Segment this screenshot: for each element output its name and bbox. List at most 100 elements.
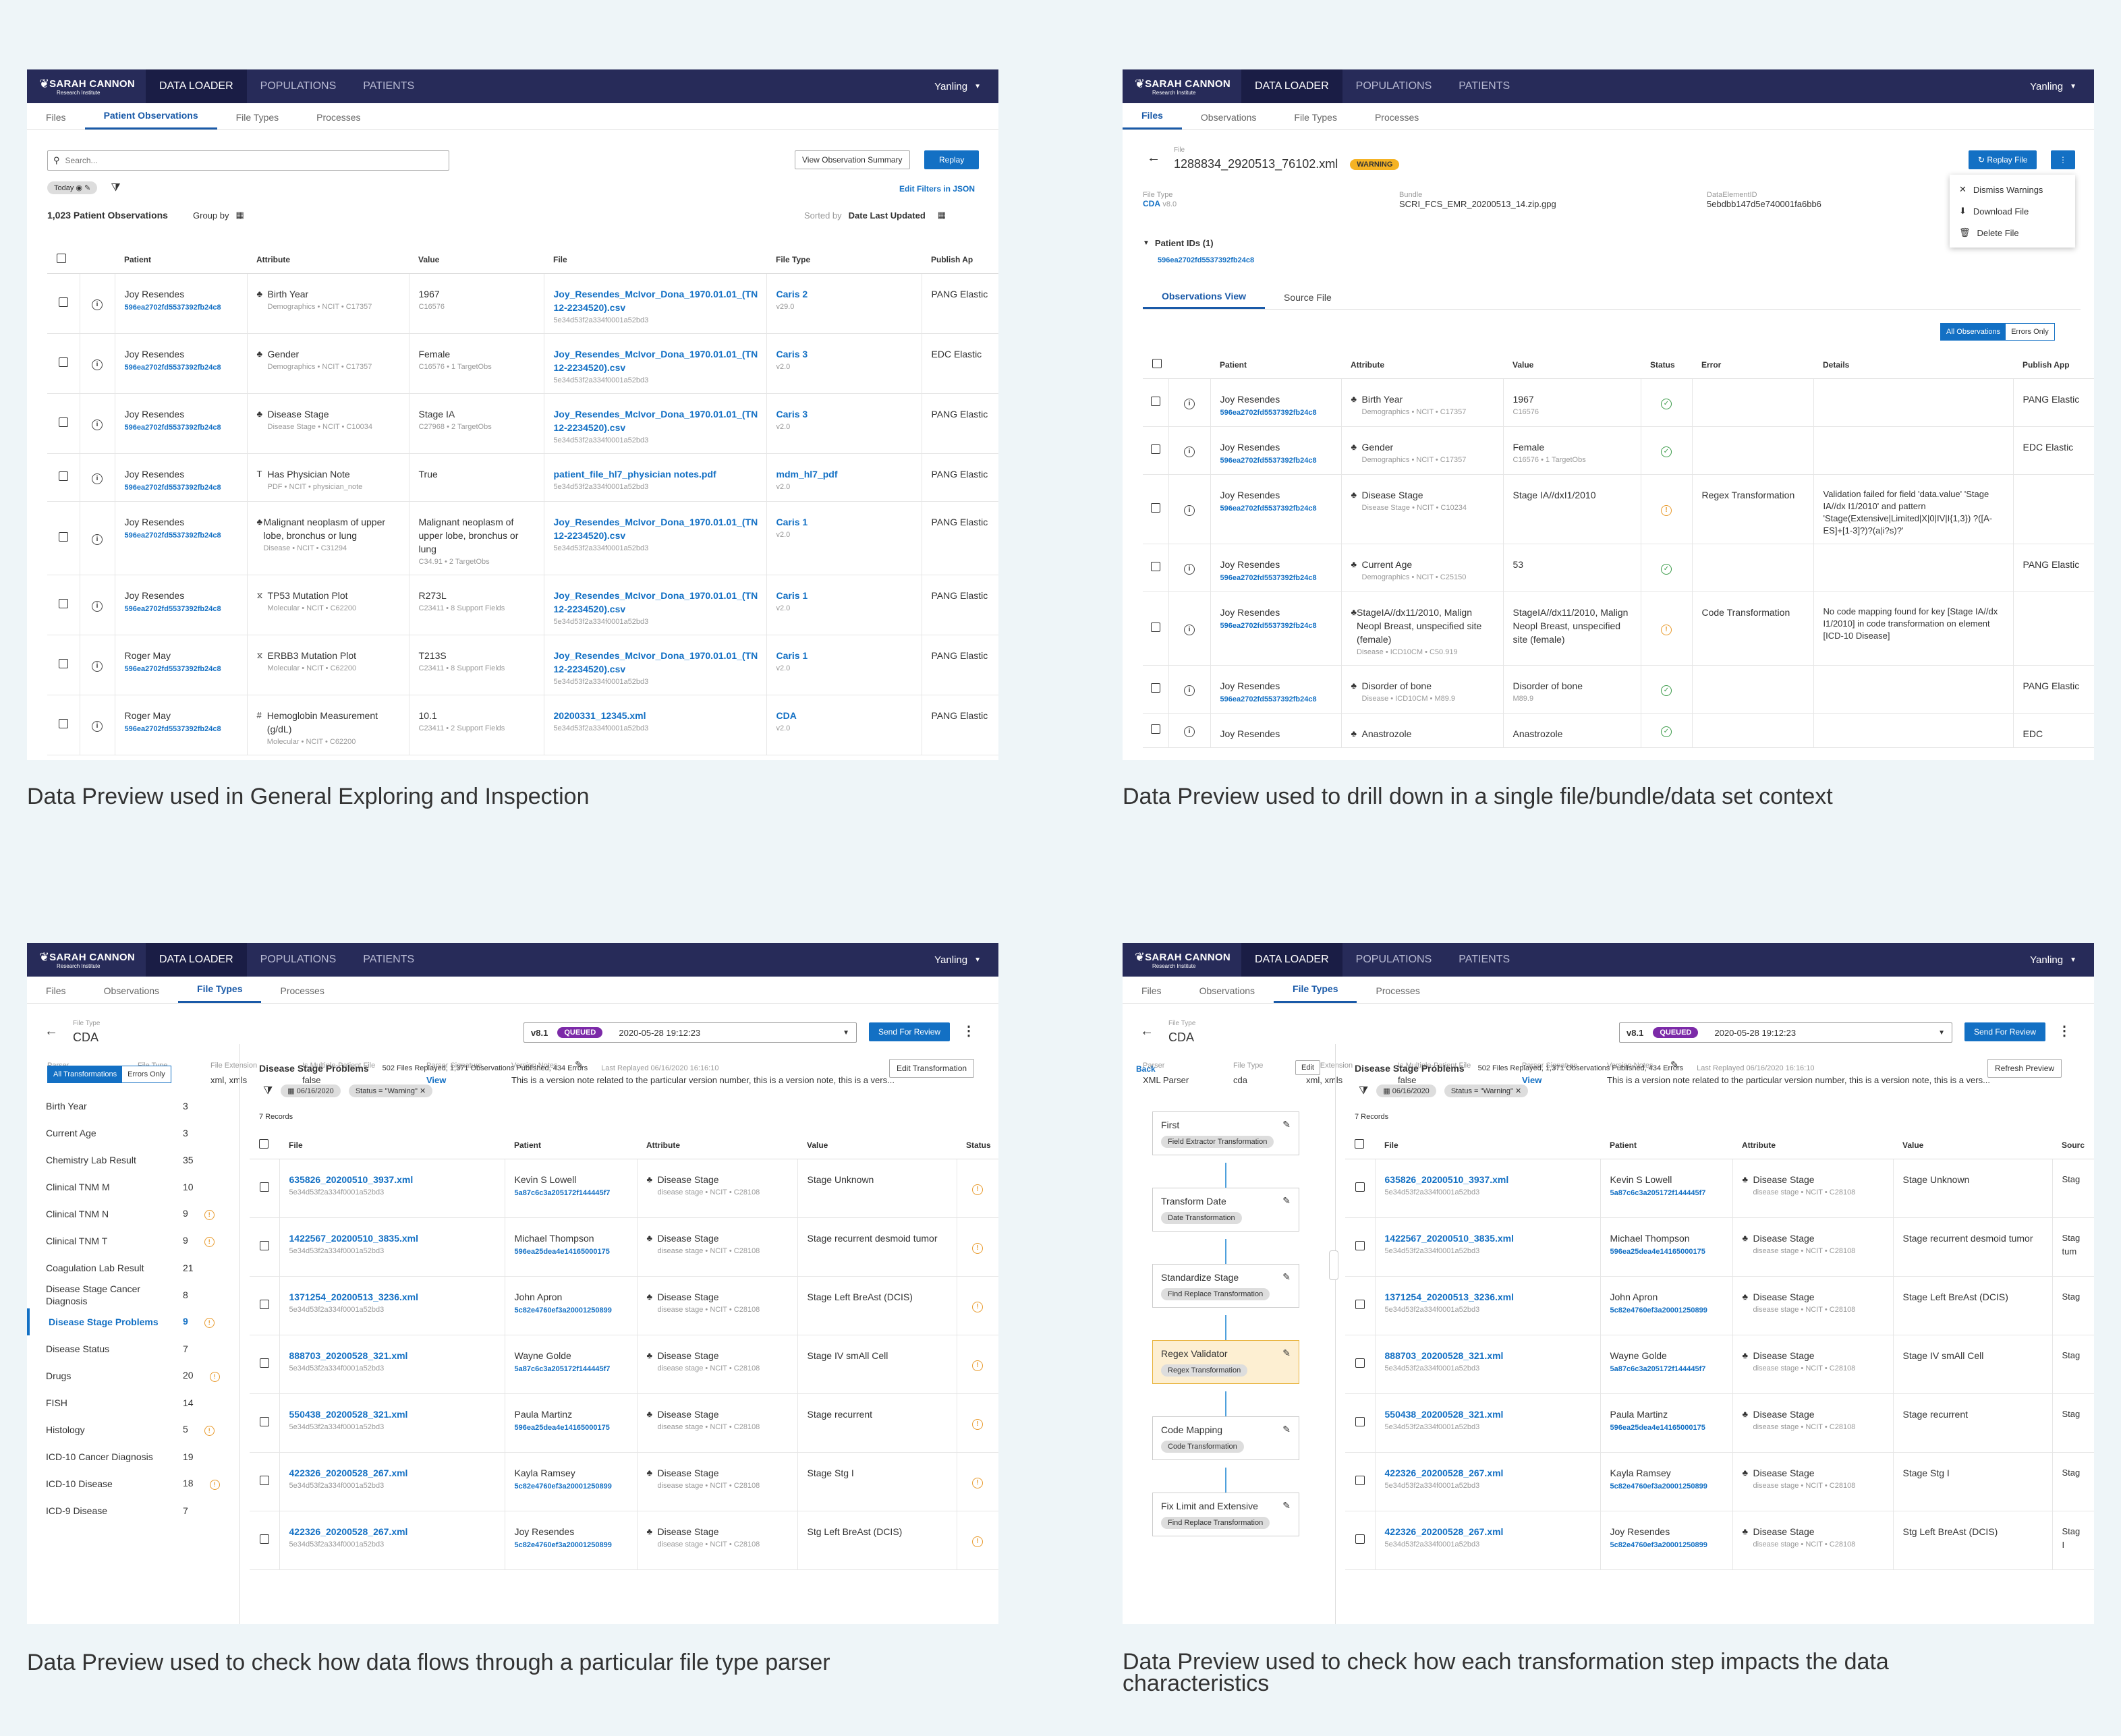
more-options-icon[interactable]: ⋮ [2058, 1024, 2071, 1039]
transformation-step[interactable]: First ✎ Field Extractor Transformation [1152, 1111, 1299, 1155]
table-row[interactable]: 422326_20200528_267.xml 5e34d53f2a334f000… [1345, 1452, 2094, 1511]
tab-file-types[interactable]: File Types [1274, 983, 1357, 1003]
info-icon[interactable]: i [92, 473, 103, 484]
col-details[interactable]: Details [1813, 351, 2013, 379]
errors-only-toggle[interactable]: Errors Only [122, 1066, 171, 1082]
delete-file-item[interactable]: 🗑 Delete File [1959, 227, 2019, 238]
sidebar-item-transformation[interactable]: Chemistry Lab Result 35 [27, 1147, 239, 1174]
info-icon[interactable]: i [1184, 685, 1195, 696]
patient-id-link[interactable]: 596ea2702fd5537392fb24c8 [1220, 573, 1317, 582]
file-link[interactable]: Joy_Resendes_McIvor_Dona_1970.01.01_(TN … [553, 348, 758, 373]
transformation-step[interactable]: Fix Limit and Extensive ✎ Find Replace Tra… [1152, 1493, 1299, 1536]
status-filter-chip[interactable]: Status = "Warning" ✕ [1444, 1084, 1529, 1097]
today-filter-chip[interactable]: Today ◉ ✎ [47, 181, 98, 194]
sidebar-resize-handle[interactable] [1329, 1250, 1338, 1280]
row-checkbox[interactable] [259, 1358, 269, 1368]
tab-observations[interactable]: Observations [1199, 985, 1255, 996]
col-value[interactable]: Value [797, 1132, 957, 1159]
sidebar-item-transformation[interactable]: Disease Stage Problems 9! [27, 1308, 239, 1335]
table-row[interactable]: 635826_20200510_3937.xml 5e34d53f2a334f00… [250, 1159, 998, 1218]
info-icon[interactable]: i [92, 601, 103, 612]
nav-data-loader[interactable]: DATA LOADER [1241, 69, 1342, 103]
file-link[interactable]: 550438_20200528_321.xml [289, 1408, 408, 1420]
edit-version-notes-icon[interactable]: ✎ [575, 1060, 584, 1071]
table-row[interactable]: i Joy Resendes 596ea2702fd5537392fb24c8 ♣ St… [1143, 591, 2094, 666]
patient-id-link[interactable]: 596ea2702fd5537392fb24c8 [124, 303, 221, 312]
patient-id-link[interactable]: 5a87c6c3a205172f144445f7 [1610, 1364, 1706, 1373]
sidebar-item-transformation[interactable]: Clinical TNM T 9! [27, 1227, 239, 1254]
file-type-link[interactable]: mdm_hl7_pdf [776, 468, 838, 480]
select-all-header[interactable] [47, 246, 80, 274]
patient-id-link[interactable]: 596ea2702fd5537392fb24c8 [124, 531, 221, 540]
patient-id-link[interactable]: 5c82e4760ef3a20001250899 [1610, 1482, 1707, 1491]
table-row[interactable]: i Joy Resendes 596ea2702fd5537392fb24c8 ♣ Ma… [47, 501, 998, 575]
col-error[interactable]: Error [1692, 351, 1813, 379]
transformation-step[interactable]: Code Mapping ✎ Code Transformation [1152, 1416, 1299, 1460]
edit-step-icon[interactable]: ✎ [1282, 1195, 1291, 1206]
table-row[interactable]: i Joy Resendes ♣ Anastrozole Anastrozole ✓ EDC [1143, 713, 2094, 748]
row-checkbox[interactable] [58, 598, 68, 608]
transformation-step[interactable]: Standardize Stage ✎ Find Replace Transform… [1152, 1264, 1299, 1308]
file-link[interactable]: 422326_20200528_267.xml [289, 1467, 408, 1478]
patient-id-link[interactable]: 5a87c6c3a205172f144445f7 [514, 1188, 611, 1197]
back-arrow-icon[interactable]: ← [1140, 1024, 1154, 1039]
col-patient[interactable]: Patient [1210, 351, 1341, 379]
file-link[interactable]: 1422567_20200510_3835.xml [289, 1232, 419, 1244]
patient-id-link[interactable]: 596ea2702fd5537392fb24c8 [124, 483, 221, 492]
file-link[interactable]: 422326_20200528_267.xml [289, 1526, 408, 1537]
col-file[interactable]: File [1375, 1132, 1600, 1159]
patient-id-link[interactable]: 596ea25dea4e14165000175 [514, 1247, 610, 1256]
patient-id-link[interactable]: 596ea2702fd5537392fb24c8 [124, 423, 221, 432]
remove-filter-icon[interactable]: ✕ [419, 1087, 426, 1095]
patient-id-link[interactable]: 596ea2702fd5537392fb24c8 [124, 664, 221, 673]
edit-steps-button[interactable]: Edit [1295, 1060, 1320, 1075]
file-link[interactable]: 1422567_20200510_3835.xml [1384, 1232, 1515, 1244]
select-all-checkbox[interactable] [1355, 1139, 1364, 1149]
table-row[interactable]: i Joy Resendes 596ea2702fd5537392fb24c8 ♣ Bi… [1143, 378, 2094, 427]
file-type-link[interactable]: Caris 1 [776, 589, 808, 601]
version-select[interactable]: v8.1 QUEUED 2020-05-28 19:12:23 ▼ [1619, 1022, 1952, 1043]
file-link[interactable]: 550438_20200528_321.xml [1384, 1408, 1504, 1420]
view-observation-summary-button[interactable]: View Observation Summary [795, 150, 910, 169]
version-select[interactable]: v8.1 QUEUED 2020-05-28 19:12:23 ▼ [524, 1022, 857, 1043]
edit-step-icon[interactable]: ✎ [1282, 1500, 1291, 1511]
row-checkbox[interactable] [1150, 444, 1160, 454]
file-type-link[interactable]: Caris 2 [776, 288, 808, 299]
transformation-step[interactable]: Transform Date ✎ Date Transformation [1152, 1188, 1299, 1232]
sidebar-item-transformation[interactable]: Current Age 3 [27, 1120, 239, 1147]
table-row[interactable]: 422326_20200528_267.xml 5e34d53f2a334f000… [250, 1511, 998, 1570]
patient-id-link[interactable]: 596ea2702fd5537392fb24c8 [124, 724, 221, 733]
patient-ids-section[interactable]: ▼ Patient IDs (1) 596ea2702fd5537392fb24c… [1143, 238, 1255, 264]
info-icon[interactable]: i [1184, 399, 1195, 409]
sidebar-item-transformation[interactable]: Disease Status 7 [27, 1335, 239, 1362]
tab-patient-observations[interactable]: Patient Observations [84, 110, 217, 129]
tab-observations-view[interactable]: Observations View [1143, 285, 1266, 309]
tab-source-file[interactable]: Source File [1284, 291, 1332, 303]
edit-version-notes-icon[interactable]: ✎ [1670, 1060, 1679, 1071]
sidebar-item-transformation[interactable]: Disease Stage Cancer Diagnosis 8 [27, 1281, 239, 1308]
patient-id-link[interactable]: 596ea25dea4e14165000175 [1610, 1423, 1705, 1432]
file-link[interactable]: Joy_Resendes_McIvor_Dona_1970.01.01_(TN … [553, 589, 758, 614]
table-row[interactable]: 1371254_20200513_3236.xml 5e34d53f2a334f0… [250, 1276, 998, 1335]
sidebar-item-transformation[interactable]: Clinical TNM M 10 [27, 1174, 239, 1200]
file-link[interactable]: Joy_Resendes_McIvor_Dona_1970.01.01_(TN … [553, 288, 758, 313]
patient-id-link[interactable]: 5c82e4760ef3a20001250899 [1610, 1540, 1707, 1549]
patient-id-link[interactable]: 5c82e4760ef3a20001250899 [514, 1482, 612, 1491]
info-icon[interactable]: i [92, 721, 103, 732]
file-type-link[interactable]: Caris 1 [776, 649, 808, 661]
back-arrow-icon[interactable]: ← [1147, 150, 1160, 165]
download-file-item[interactable]: ⬇ Download File [1959, 206, 2029, 216]
patient-id-link[interactable]: 596ea2702fd5537392fb24c8 [1220, 504, 1317, 513]
nav-patients[interactable]: PATIENTS [363, 80, 415, 92]
row-checkbox[interactable] [259, 1475, 269, 1485]
file-link[interactable]: 1371254_20200513_3236.xml [289, 1291, 419, 1302]
sidebar-item-transformation[interactable]: Coagulation Lab Result 21 [27, 1254, 239, 1281]
table-row[interactable]: 888703_20200528_321.xml 5e34d53f2a334f000… [1345, 1335, 2094, 1394]
nav-populations[interactable]: POPULATIONS [260, 80, 337, 92]
sidebar-item-transformation[interactable]: Clinical TNM N 9! [27, 1200, 239, 1227]
tab-file-types[interactable]: File Types [235, 112, 279, 123]
file-link[interactable]: 635826_20200510_3937.xml [289, 1174, 414, 1185]
file-link[interactable]: Joy_Resendes_McIvor_Dona_1970.01.01_(TN … [553, 649, 758, 674]
edit-transformation-button[interactable]: Edit Transformation [889, 1059, 975, 1078]
col-source[interactable]: Sourc [2052, 1132, 2094, 1159]
